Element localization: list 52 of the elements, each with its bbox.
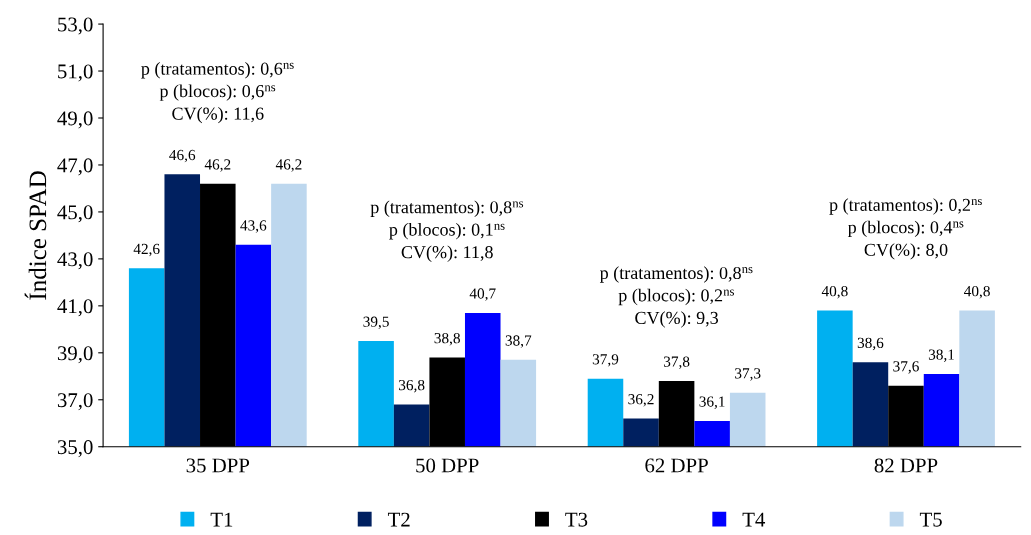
annotation: p (blocos): 0,2$^{ns}$ <box>618 288 735 306</box>
data-label: 40,8 <box>821 286 848 299</box>
legend-label: T4 <box>742 512 766 527</box>
x-tick-label: 50 DPP <box>416 458 479 473</box>
y-axis-title: Índice SPAD <box>24 171 47 300</box>
data-label: 38,7 <box>505 335 532 348</box>
y-tick-label: 51,0 <box>58 64 93 82</box>
annotation: p (blocos): 0,1$^{ns}$ <box>389 223 505 240</box>
x-tick-label: 82 DPP <box>874 458 938 473</box>
annotation: p (blocos): 0,4$^{ns}$ <box>847 220 964 238</box>
data-label: 37,3 <box>735 368 761 381</box>
annotation: CV(%): 9,3 <box>635 311 719 328</box>
data-label: 39,5 <box>363 316 389 330</box>
data-label: 40,8 <box>964 286 990 299</box>
legend-label: T3 <box>565 512 588 527</box>
y-tick-label: 39,0 <box>57 346 93 364</box>
y-tick-label: 41,0 <box>57 299 93 317</box>
data-label: 38,6 <box>857 337 884 351</box>
annotation: CV(%): 8,0 <box>864 243 948 260</box>
annotation: p (tratamentos): 0,8$^{ns}$ <box>370 200 524 217</box>
data-label: 42,6 <box>133 243 160 257</box>
data-label: 37,6 <box>893 361 919 374</box>
data-label: 40,7 <box>469 288 496 301</box>
data-label: 38,1 <box>928 349 954 362</box>
y-tick-label: 47,0 <box>57 158 93 176</box>
annotation: p (tratamentos): 0,8$^{ns}$ <box>599 266 753 283</box>
data-label: 36,2 <box>628 394 654 407</box>
x-tick-label: 62 DPP <box>645 458 708 473</box>
legend-label: T1 <box>210 512 233 527</box>
annotation: p (tratamentos): 0,2$^{ns}$ <box>829 198 982 215</box>
data-label: 37,8 <box>663 356 690 369</box>
legend-label: T5 <box>919 512 942 527</box>
data-label: 38,8 <box>434 332 460 346</box>
data-label: 46,6 <box>169 149 196 163</box>
y-tick-label: 43,0 <box>57 252 93 270</box>
data-label: 43,6 <box>240 220 267 233</box>
data-label: 37,9 <box>592 354 619 367</box>
annotation: CV(%): 11,6 <box>172 106 264 124</box>
y-tick-label: 53,0 <box>58 17 93 35</box>
y-tick-label: 37,0 <box>57 393 93 411</box>
y-tick-label: 45,0 <box>57 205 93 223</box>
data-label: 36,8 <box>399 379 425 393</box>
data-label: 46,2 <box>275 159 302 172</box>
annotation: p (blocos): 0,6$^{ns}$ <box>159 84 276 101</box>
annotation: CV(%): 11,8 <box>401 245 493 262</box>
legend-label: T2 <box>387 512 410 527</box>
y-tick-label: 35,0 <box>57 440 93 458</box>
x-tick-label: 35 DPP <box>186 458 250 473</box>
annotation: p (tratamentos): 0,6$^{ns}$ <box>141 62 294 79</box>
data-label: 46,2 <box>204 159 231 172</box>
y-tick-label: 49,0 <box>57 111 93 129</box>
data-label: 36,1 <box>699 396 725 409</box>
